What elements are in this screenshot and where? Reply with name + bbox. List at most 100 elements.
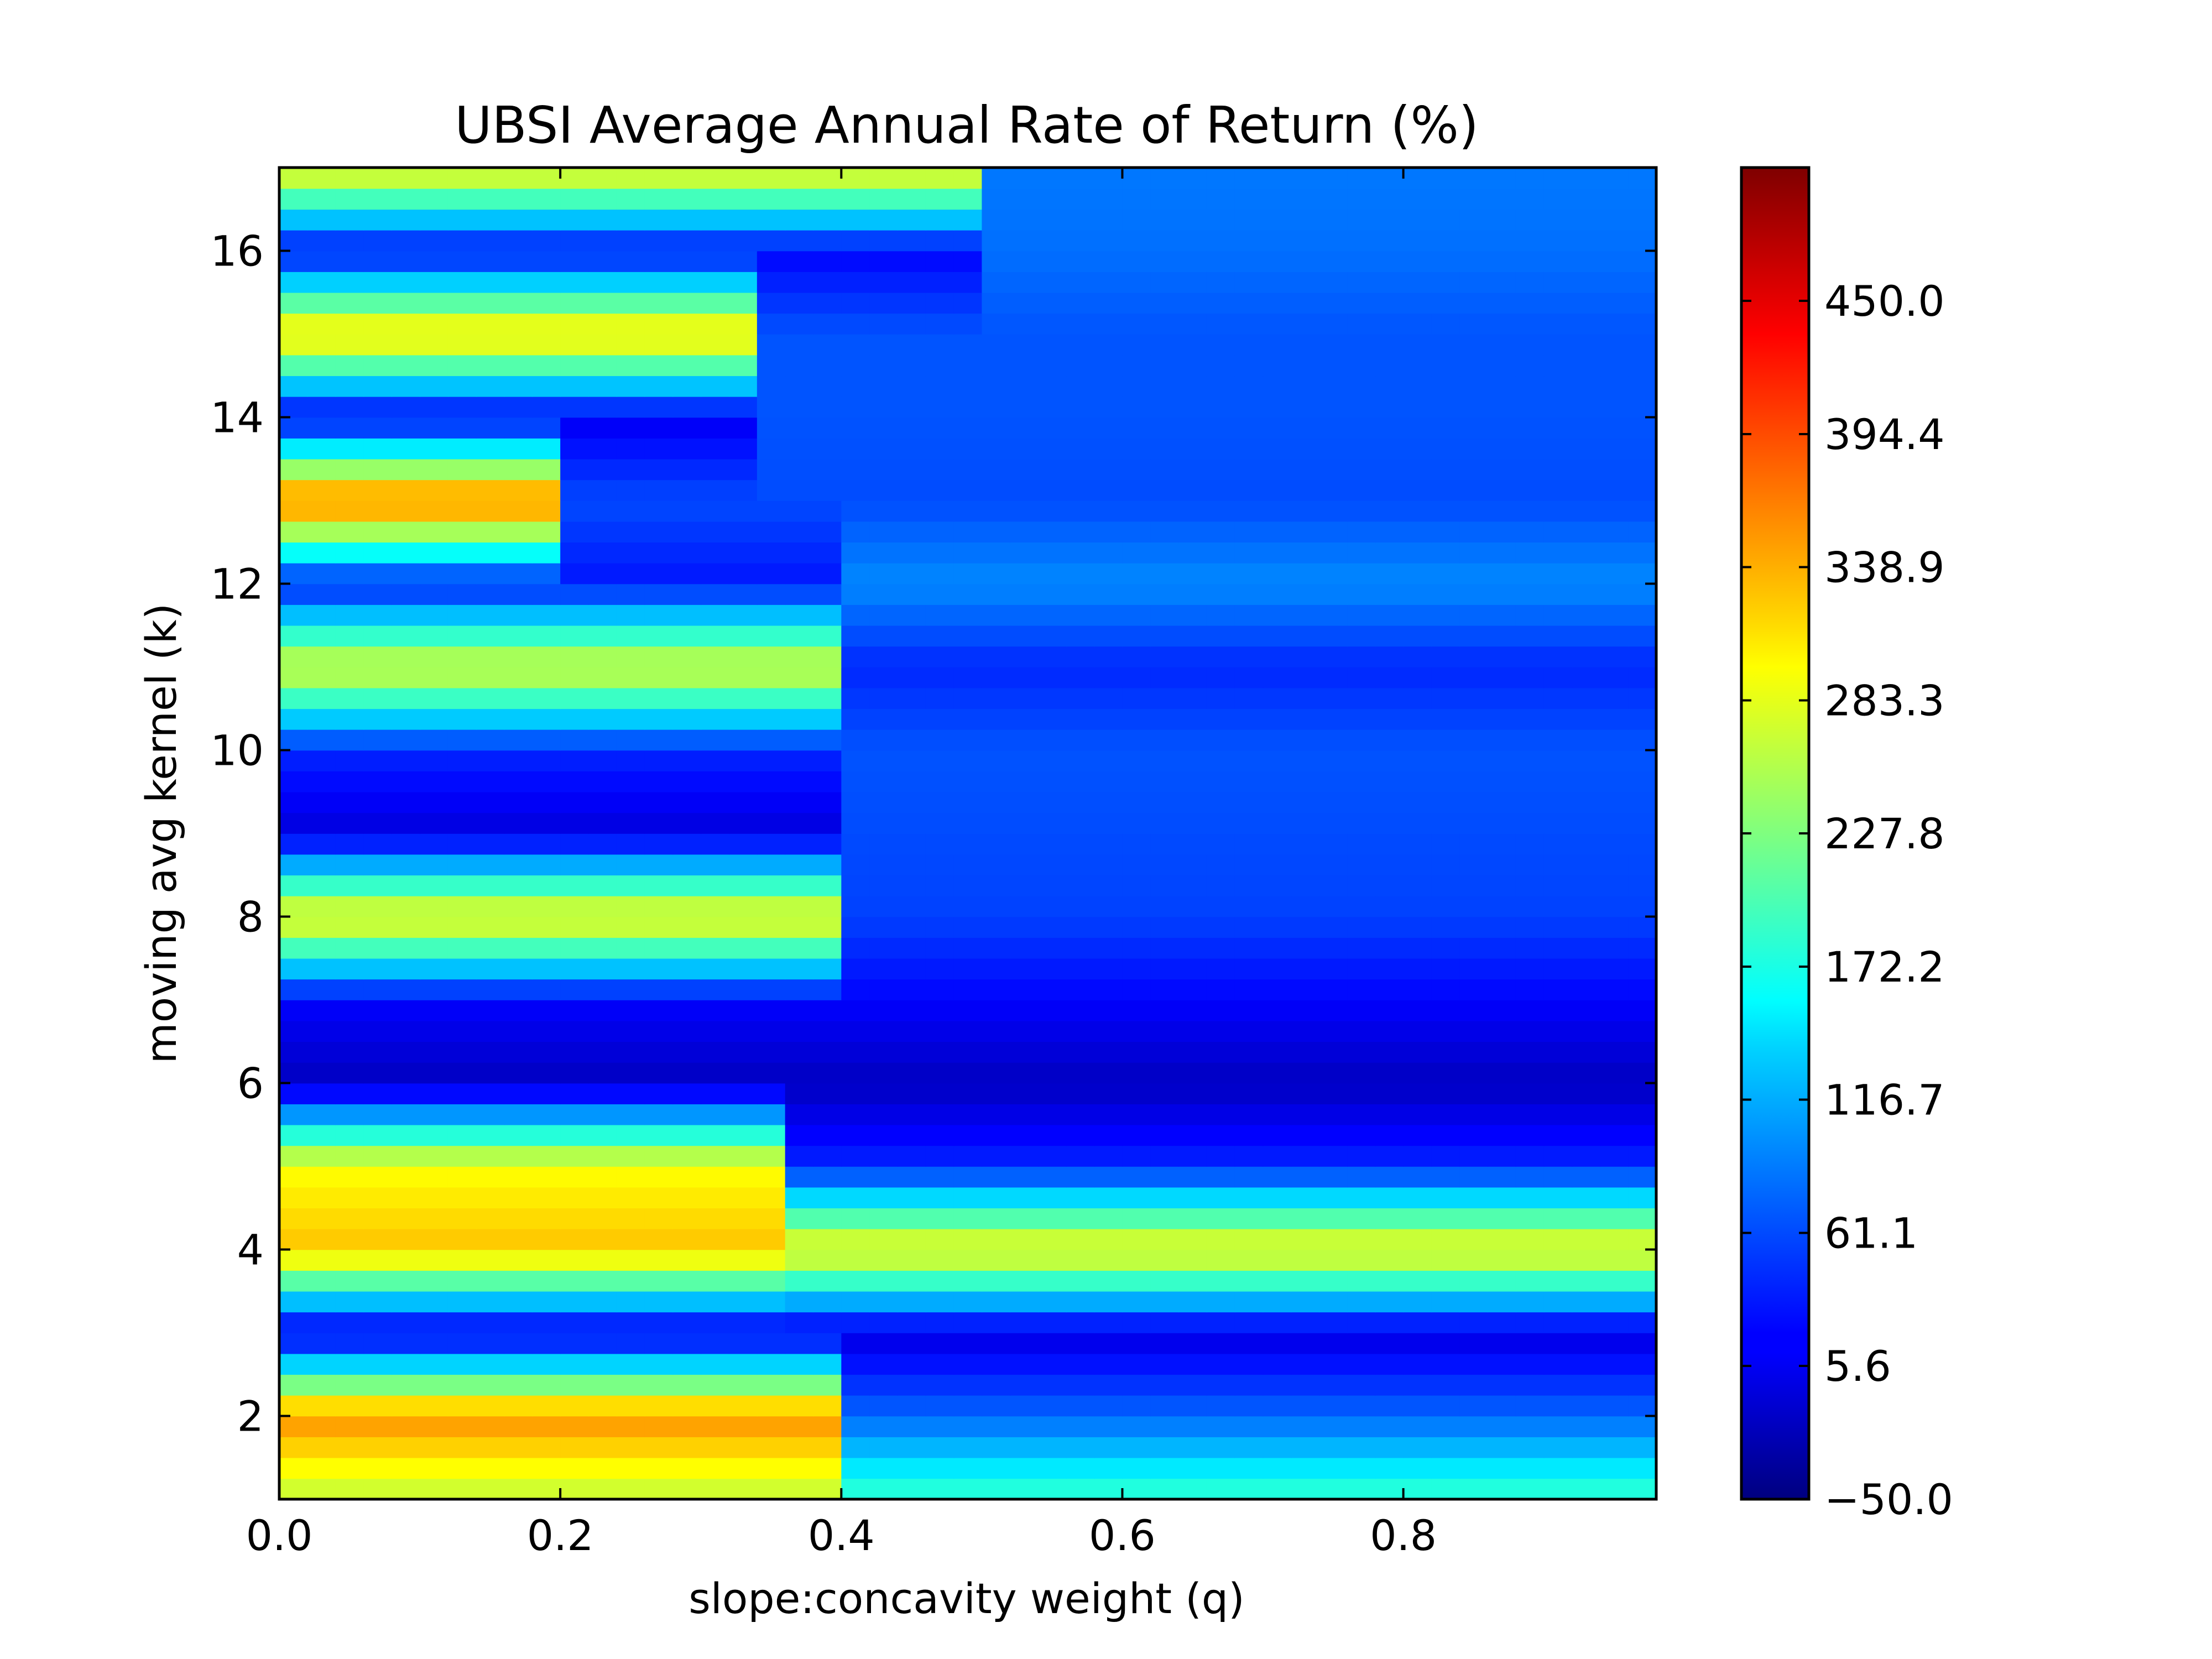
heatmap-cell [982,479,1011,501]
heatmap-cell [757,562,786,585]
heatmap-cell [1234,1000,1264,1021]
heatmap-cell [757,667,786,688]
heatmap-cell [560,1478,589,1500]
heatmap-cell [841,1437,870,1458]
heatmap-cell [785,313,814,335]
heatmap-cell [757,396,786,418]
heatmap-cell [1122,646,1151,667]
heatmap-cell [1515,1353,1545,1375]
heatmap-cell [1291,1083,1320,1104]
heatmap-cell [1572,1333,1601,1354]
heatmap-cell [447,1416,477,1437]
heatmap-cell [1094,833,1123,855]
heatmap-cell [1347,750,1376,771]
heatmap-cell [869,667,898,688]
heatmap-cell [672,1437,702,1458]
heatmap-cell [1178,667,1207,688]
heatmap-cell [1431,1437,1460,1458]
heatmap-cell [363,1208,393,1229]
heatmap-cell [1572,521,1601,543]
heatmap-cell [447,729,477,751]
heatmap-cell [953,1312,983,1333]
heatmap-cell [701,667,729,688]
heatmap-cell [982,1270,1011,1292]
heatmap-cell [757,209,786,231]
heatmap-cell [1628,375,1657,397]
heatmap-cell [729,1478,758,1500]
heatmap-cell [279,438,308,460]
heatmap-cell [363,168,393,189]
heatmap-cell [925,771,954,792]
heatmap-cell [363,272,393,293]
heatmap-cell [363,895,393,917]
heatmap-cell [1178,1478,1207,1500]
heatmap-cell [1206,937,1235,959]
heatmap-cell [1628,958,1657,980]
heatmap-cell [1431,791,1460,813]
heatmap-cell [982,979,1011,1000]
heatmap-cell [1319,1062,1348,1084]
heatmap-cell [1515,354,1545,377]
heatmap-cell [729,251,758,272]
heatmap-cell [532,229,561,252]
heatmap-cell [1122,1041,1151,1063]
heatmap-cell [307,1478,336,1500]
heatmap-cell [560,1020,589,1042]
heatmap-cell [757,458,786,481]
heatmap-cell [1094,729,1123,751]
heatmap [279,168,1657,1500]
heatmap-cell [897,1208,926,1229]
heatmap-cell [560,1416,589,1437]
heatmap-cell [476,1437,505,1458]
heatmap-cell [1319,1041,1348,1063]
heatmap-cell [616,1020,645,1042]
heatmap-cell [729,396,758,418]
heatmap-cell [1291,1457,1320,1479]
heatmap-cell [279,229,308,252]
heatmap-cell [1431,229,1460,252]
heatmap-cell [644,209,674,231]
heatmap-cell [701,1416,729,1437]
heatmap-cell [1488,604,1516,626]
heatmap-cell [392,1228,420,1250]
heatmap-cell [813,1312,842,1333]
heatmap-cell [392,1124,420,1146]
heatmap-cell [1291,1312,1320,1333]
heatmap-cell [447,1124,477,1146]
heatmap-cell [1347,1416,1376,1437]
heatmap-cell [560,854,589,876]
heatmap-cell [504,1437,533,1458]
heatmap-cell [504,687,533,709]
heatmap-cell [532,791,561,813]
heatmap-cell [560,791,589,813]
heatmap-cell [420,1145,448,1167]
heatmap-cell [1206,272,1235,293]
heatmap-cell [982,771,1011,792]
heatmap-cell [476,458,505,481]
heatmap-cell [869,1041,898,1063]
heatmap-cell [1543,583,1573,605]
heatmap-cell [504,812,533,834]
heatmap-cell [869,729,898,751]
heatmap-cell [335,1437,364,1458]
heatmap-cell [420,895,448,917]
heatmap-cell [672,958,702,980]
heatmap-cell [841,334,870,356]
heatmap-cell [1262,708,1292,730]
heatmap-cell [813,1000,842,1021]
heatmap-cell [1488,542,1516,564]
heatmap-cell [672,1374,702,1396]
heatmap-cell [953,1457,983,1479]
heatmap-cell [447,188,477,210]
heatmap-cell [588,1187,617,1209]
heatmap-cell [1066,729,1095,751]
heatmap-cell [1375,625,1404,647]
heatmap-cell [588,1353,617,1375]
heatmap-cell [1488,1228,1516,1250]
heatmap-cell [729,188,758,210]
heatmap-cell [1038,1166,1067,1188]
heatmap-cell [307,1437,336,1458]
heatmap-cell [729,937,758,959]
heatmap-cell [1291,209,1320,231]
heatmap-cell [279,500,308,522]
